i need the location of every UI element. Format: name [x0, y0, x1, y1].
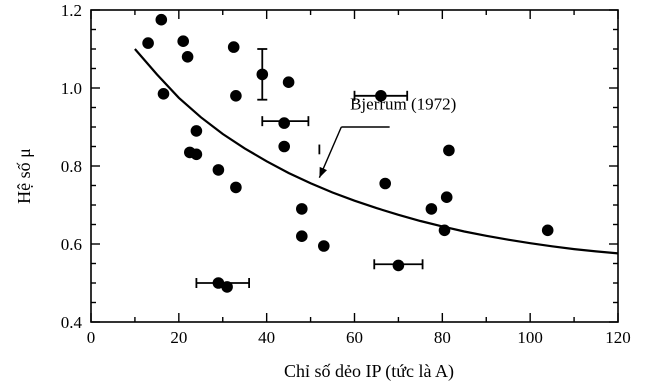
data-point	[230, 90, 242, 102]
x-tick-label: 0	[87, 328, 96, 347]
data-point	[282, 76, 295, 88]
x-axis-ticks	[90, 10, 619, 322]
y-axis-title: Hệ số μ	[14, 148, 34, 204]
data-point	[157, 88, 170, 100]
data-point	[212, 164, 225, 176]
data-point	[221, 281, 233, 293]
annotation-arrow-head	[319, 166, 327, 178]
annotation-label: Bjerrum (1972)	[350, 94, 456, 113]
data-point	[278, 117, 291, 129]
x-tick-label: 20	[170, 328, 187, 347]
annotation-group: Bjerrum (1972)	[318, 94, 456, 178]
x-axis-tick-labels: 0 20 40 60 80 100 120	[87, 328, 631, 347]
data-point	[256, 68, 269, 81]
data-point	[190, 125, 203, 137]
data-point	[155, 13, 168, 26]
data-point	[181, 51, 194, 63]
data-point	[379, 177, 392, 190]
data-point	[278, 140, 291, 153]
data-point	[443, 144, 455, 157]
data-point	[318, 240, 330, 252]
error-bars	[195, 48, 424, 288]
data-point	[230, 181, 242, 194]
data-point	[375, 90, 387, 102]
x-tick-label: 40	[258, 328, 275, 347]
y-axis-tick-labels: 0.4 0.6 0.8 1.0 1.2	[61, 1, 83, 332]
y-tick-label: 1.0	[61, 79, 82, 98]
y-axis-ticks	[91, 9, 618, 323]
x-axis-title: Chỉ số dẻo IP (tức là A)	[284, 361, 454, 382]
x-tick-label: 100	[517, 328, 543, 347]
y-tick-label: 0.4	[61, 313, 83, 332]
data-point	[212, 277, 225, 289]
data-point	[296, 230, 308, 242]
bjerrum-curve	[134, 48, 619, 255]
data-point	[392, 259, 405, 272]
data-point	[296, 203, 308, 215]
y-tick-label: 1.2	[61, 1, 82, 20]
data-point	[190, 148, 203, 161]
data-point	[177, 35, 189, 47]
data-point	[227, 41, 240, 53]
data-point	[425, 203, 438, 215]
x-tick-label: 120	[605, 328, 631, 347]
plot-frame	[90, 9, 619, 323]
bjerrum-curve-group	[134, 48, 619, 255]
x-tick-label: 60	[346, 328, 363, 347]
data-point	[142, 37, 154, 49]
data-point	[438, 224, 451, 237]
y-tick-label: 0.8	[61, 157, 82, 176]
y-tick-label: 0.6	[61, 235, 82, 254]
x-tick-label: 80	[434, 328, 451, 347]
data-points	[142, 13, 554, 293]
plot-border	[90, 9, 619, 323]
data-point	[440, 191, 453, 203]
data-point	[541, 224, 554, 237]
